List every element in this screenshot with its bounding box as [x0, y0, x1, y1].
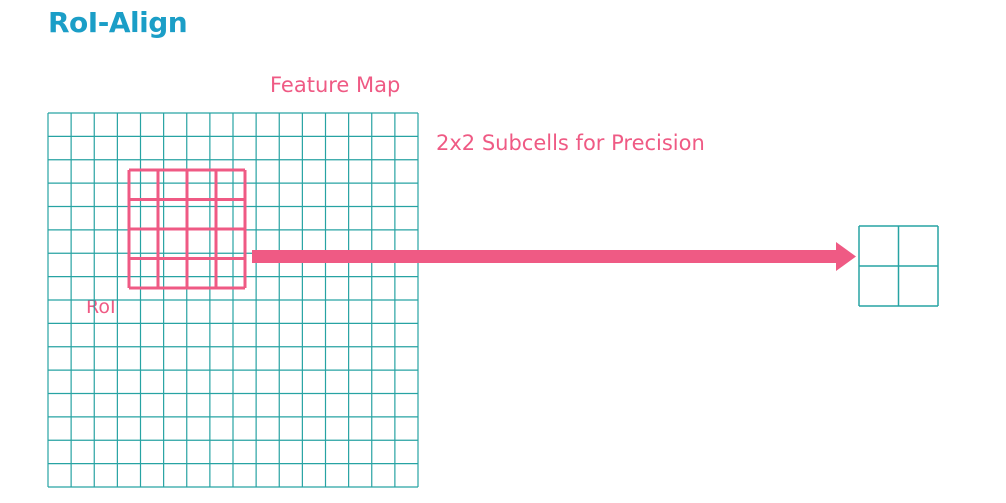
feature-map-label: Feature Map — [270, 73, 401, 97]
roi-box — [127, 168, 247, 290]
arrow — [252, 242, 856, 271]
subcells-label: 2x2 Subcells for Precision — [436, 131, 705, 155]
roi-label: RoI — [86, 296, 116, 318]
feature-map-grid — [47, 112, 419, 488]
arrow-head — [836, 242, 856, 271]
output-grid — [858, 225, 939, 307]
slide-title: RoI-Align — [48, 6, 188, 39]
arrow-shaft — [252, 250, 838, 263]
